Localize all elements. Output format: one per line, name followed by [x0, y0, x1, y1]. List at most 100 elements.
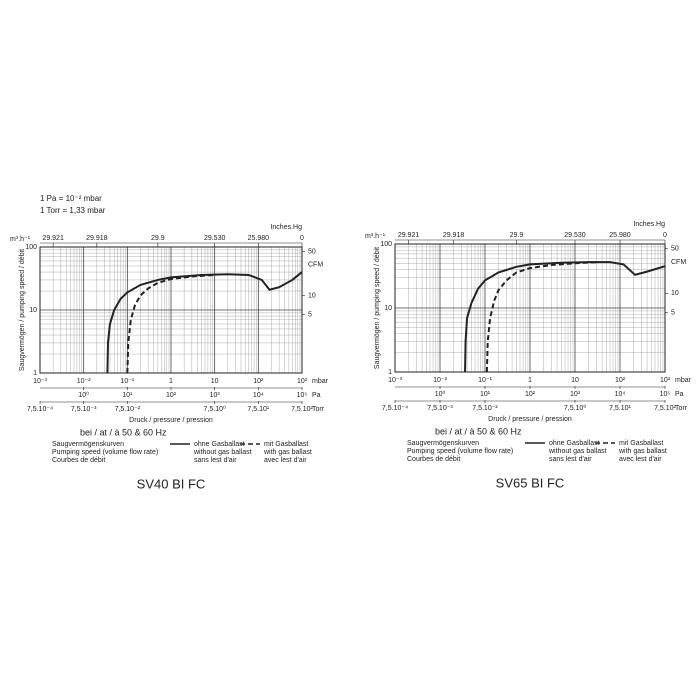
- legend-title: Saugvermögenskurven Pumping speed (volume…: [52, 441, 158, 464]
- x-tick-label: 10⁻²: [77, 378, 91, 385]
- right-tick-label: 10: [671, 290, 679, 297]
- secondary-tick-label: 10⁵: [660, 391, 671, 398]
- secondary-tick-label: 7,5.10⁻³: [71, 406, 97, 413]
- secondary-tick-label: 7,5.10¹: [609, 405, 631, 412]
- top-tick-label: 0: [300, 235, 304, 242]
- plot-frame: [394, 243, 666, 373]
- top-tick-label: 29.921: [42, 235, 64, 242]
- top-unit: Inches.Hg: [270, 224, 302, 231]
- right-tick-label: 5: [671, 309, 675, 316]
- x-tick-label: 10⁻³: [388, 377, 402, 384]
- secondary-tick-label: 10³: [570, 391, 581, 398]
- secondary-tick-label: 10⁰: [78, 391, 89, 399]
- x-axis-label: Druck / pressure / pression: [488, 416, 572, 423]
- x-unit: mbar: [312, 378, 329, 385]
- top-tick-label: 0: [663, 232, 667, 239]
- x-tick-label: 10⁻³: [33, 378, 47, 385]
- secondary-tick-label: 7,5.10⁰: [564, 404, 586, 412]
- secondary-tick-label: 7,5.10⁻⁴: [27, 406, 53, 413]
- secondary-tick-label: 10²: [525, 391, 536, 398]
- secondary-tick-label: 7,5.10⁻³: [427, 405, 453, 412]
- top-unit: Inches.Hg: [633, 221, 665, 228]
- y-tick-label: 10: [29, 307, 37, 314]
- y-tick-label: 100: [25, 244, 37, 251]
- right-tick-label: 5: [308, 311, 312, 318]
- note: 1 Pa = 10⁻² mbar: [40, 194, 102, 203]
- top-tick-label: 29.530: [564, 232, 586, 239]
- top-tick-label: 29.918: [86, 235, 108, 242]
- series-line: [464, 261, 666, 373]
- secondary-tick-label: 7,5.10⁻⁴: [382, 405, 408, 412]
- right-unit: CFM: [671, 259, 686, 266]
- chart-title: SV40 BI FC: [137, 476, 206, 491]
- x-tick-label: 10⁻¹: [120, 378, 134, 385]
- legend-label: ohne Gasballast without gas ballast sans l…: [193, 441, 252, 464]
- legend-label: mit Gasballast with gas ballast avec lest …: [618, 440, 667, 463]
- series-line: [106, 271, 303, 374]
- y-axis-label: Saugvermögen / pumping speed / débit: [374, 247, 381, 369]
- top-tick-label: 29.530: [204, 235, 226, 242]
- y-tick-label: 1: [33, 370, 37, 377]
- secondary-tick-label: 10⁵: [297, 392, 308, 399]
- top-tick-label: 25.980: [609, 232, 631, 239]
- legend-label: mit Gasballast with gas ballast avec lest …: [263, 441, 312, 464]
- x-tick-label: 1: [169, 378, 173, 385]
- secondary-tick-label: 7,5.10¹: [247, 406, 269, 413]
- secondary-unit: Torr: [312, 406, 325, 413]
- legend-title: Saugvermögenskurven Pumping speed (volume…: [407, 440, 513, 463]
- secondary-tick-label: 10²: [166, 392, 177, 399]
- secondary-tick-label: 7,5.10²: [291, 406, 313, 413]
- top-tick-label: 29.9: [151, 235, 165, 242]
- x-tick-label: 10²: [615, 377, 626, 384]
- frequency: bei / at / à 50 & 60 Hz: [80, 427, 167, 437]
- frequency: bei / at / à 50 & 60 Hz: [435, 426, 522, 436]
- x-tick-label: 1: [528, 377, 532, 384]
- plot-frame: [39, 246, 303, 374]
- x-axis-label: Druck / pressure / pression: [129, 417, 213, 424]
- top-tick-label: 29.9: [510, 232, 524, 239]
- x-tick-label: 10: [571, 377, 579, 384]
- legend-label: ohne Gasballast without gas ballast sans l…: [548, 440, 607, 463]
- secondary-tick-label: 10⁰: [435, 390, 446, 398]
- note: 1 Torr = 1,33 mbar: [40, 206, 106, 215]
- secondary-tick-label: 10³: [210, 392, 221, 399]
- secondary-tick-label: 7,5.10⁰: [204, 405, 226, 413]
- secondary-tick-label: 10⁴: [615, 391, 626, 398]
- series-line: [126, 273, 215, 374]
- x-tick-label: 10⁻¹: [478, 377, 492, 384]
- top-tick-label: 29.921: [398, 232, 420, 239]
- secondary-unit: Pa: [312, 392, 321, 399]
- secondary-tick-label: 7,5.10⁻²: [115, 406, 141, 413]
- x-unit: mbar: [675, 377, 692, 384]
- secondary-unit: Torr: [675, 405, 688, 412]
- y-tick-label: 1: [388, 369, 392, 376]
- right-tick-label: 50: [671, 245, 679, 252]
- top-tick-label: 29.918: [443, 232, 465, 239]
- right-unit: CFM: [308, 261, 323, 268]
- x-tick-label: 10²: [253, 378, 264, 385]
- y-tick-label: 100: [380, 241, 392, 248]
- secondary-tick-label: 10⁴: [253, 392, 264, 399]
- secondary-tick-label: 10¹: [122, 392, 133, 399]
- y-tick-label: 10: [384, 305, 392, 312]
- secondary-tick-label: 10¹: [480, 391, 491, 398]
- y-unit: m³.h⁻¹: [10, 236, 31, 243]
- x-tick-label: 10⁻²: [433, 377, 447, 384]
- x-tick-label: 10³: [297, 378, 308, 385]
- chart-title: SV65 BI FC: [496, 475, 565, 490]
- x-tick-label: 10: [211, 378, 219, 385]
- x-tick-label: 10³: [660, 377, 671, 384]
- secondary-unit: Pa: [675, 391, 684, 398]
- y-axis-label: Saugvermögen / pumping speed / débit: [19, 249, 26, 371]
- top-tick-label: 25.980: [248, 235, 270, 242]
- right-tick-label: 10: [308, 292, 316, 299]
- series-line: [485, 261, 597, 373]
- y-unit: m³.h⁻¹: [365, 233, 386, 240]
- secondary-tick-label: 7,5.10²: [654, 405, 676, 412]
- secondary-tick-label: 7,5.10⁻²: [472, 405, 498, 412]
- right-tick-label: 50: [308, 248, 316, 255]
